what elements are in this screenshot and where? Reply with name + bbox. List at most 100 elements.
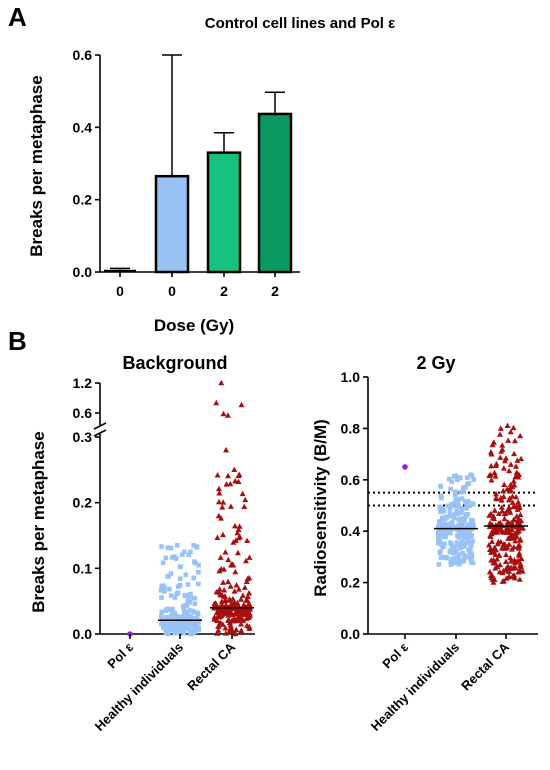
chart-b1-ytick-label: 0.1 <box>73 560 93 576</box>
chart-b2-point <box>517 432 524 439</box>
chart-b2-point <box>518 517 525 524</box>
chart-b2-point <box>500 487 507 494</box>
chart-b2-point <box>465 481 470 487</box>
chart-b2-point <box>497 494 504 501</box>
chart-b1-point <box>214 617 221 624</box>
chart-b2-point <box>441 544 446 550</box>
chart-b2-point <box>445 523 450 528</box>
chart-b2-point <box>514 506 521 512</box>
chart-b2-point <box>517 536 524 542</box>
chart-b1-point <box>169 555 175 560</box>
chart-b2-point <box>508 519 515 526</box>
chart-b2-point <box>437 538 443 544</box>
chart-b2-point <box>465 498 471 504</box>
chart-b2-xtick-label: Rectal CA <box>458 639 512 693</box>
chart-b1-point <box>221 587 228 593</box>
chart-b2-point <box>451 515 457 521</box>
chart-b1-point <box>184 625 189 631</box>
chart-b1-point <box>243 615 250 621</box>
chart-b1-point <box>181 631 186 636</box>
chart-b2-point <box>469 533 475 539</box>
chart-b2-point <box>439 515 445 521</box>
chart-b2-point <box>439 506 444 511</box>
chart-b1-point <box>215 612 222 618</box>
chart-b2-point <box>442 529 448 535</box>
chart-b2-point <box>453 511 458 517</box>
chart-b1-point <box>196 627 202 632</box>
chart-b2-point <box>449 503 455 509</box>
chart-b2-point <box>464 475 470 480</box>
chart-b1-point <box>178 614 183 620</box>
chart-b2-point <box>452 492 458 498</box>
chart-a-xtick-label: 0 <box>116 283 124 299</box>
chart-b2-point <box>462 527 468 532</box>
chart-b2-point <box>493 490 500 497</box>
chart-b2-point <box>438 484 444 489</box>
chart-b2-point <box>437 550 443 556</box>
chart-b2-point <box>489 538 496 544</box>
chart-b2-point <box>495 510 502 516</box>
chart-b1-point <box>162 584 167 590</box>
chart-b1-point <box>177 576 183 582</box>
chart-b2-point <box>512 538 519 544</box>
chart-b2-point <box>511 557 518 563</box>
chart-b1-point <box>227 503 234 509</box>
chart-b2-point <box>458 530 464 536</box>
chart-b1-point <box>162 589 167 594</box>
chart-b2-point <box>495 538 502 545</box>
chart-b1-point <box>246 574 253 581</box>
chart-b2-point <box>471 477 477 482</box>
chart-b2-point <box>468 472 473 477</box>
chart-b2-point <box>449 479 455 485</box>
chart-b2-point <box>499 442 506 448</box>
chart-b2-point <box>488 557 495 563</box>
chart-b1-point <box>228 561 235 567</box>
chart-b1-point <box>217 606 224 612</box>
chart-b2-point <box>455 501 461 507</box>
chart-b2-point <box>453 489 459 495</box>
chart-b1-point <box>159 595 164 600</box>
chart-b1-ytick-label: 0.3 <box>73 429 93 445</box>
chart-b2-point <box>498 448 505 454</box>
chart-b2-point <box>461 489 467 495</box>
chart-b2-point <box>511 450 518 457</box>
chart-b2-point <box>501 481 508 488</box>
chart-b1-point <box>159 544 164 549</box>
chart-a-bar <box>154 174 190 274</box>
chart-b1-point <box>163 555 169 561</box>
chart-b2-point <box>459 496 465 501</box>
chart-b1-point <box>167 586 172 592</box>
chart-b1-point <box>216 490 223 496</box>
chart-b1-point <box>234 529 241 536</box>
chart-b2-point <box>500 540 507 547</box>
chart-b1-point <box>220 579 227 585</box>
chart-b1-point <box>170 627 175 633</box>
chart-b2-point <box>442 554 447 560</box>
chart-b1-point <box>231 588 238 594</box>
chart-b1-point <box>168 607 174 612</box>
chart-b1-xtick-label: Healthy individuals <box>92 640 186 734</box>
chart-a-ytick-label: 0.6 <box>73 47 93 63</box>
chart-b1-point <box>217 591 224 598</box>
chart-b1-point <box>216 586 223 592</box>
chart-b2-point <box>468 556 474 562</box>
chart-b1-point <box>160 560 166 566</box>
chart-b1-point <box>159 619 165 625</box>
chart-b2-point <box>510 516 517 522</box>
chart-b1-point <box>241 503 248 510</box>
chart-b2-point <box>496 431 503 437</box>
chart-b2-point <box>449 520 455 525</box>
chart-a-bar <box>206 151 242 274</box>
chart-b2-point <box>503 527 510 534</box>
panel-label-a: A <box>8 2 27 32</box>
chart-b1-point <box>227 583 234 589</box>
chart-b1-point <box>229 629 236 635</box>
chart-b1-point <box>173 624 179 629</box>
chart-b1-point <box>181 626 187 632</box>
chart-b1-point <box>246 554 253 560</box>
chart-b1-point <box>181 605 186 610</box>
chart-b2-ytick-label: 0.2 <box>341 575 361 591</box>
chart-b1-point <box>243 622 250 628</box>
chart-b2-point <box>500 567 507 574</box>
chart-b1-point <box>163 614 169 620</box>
